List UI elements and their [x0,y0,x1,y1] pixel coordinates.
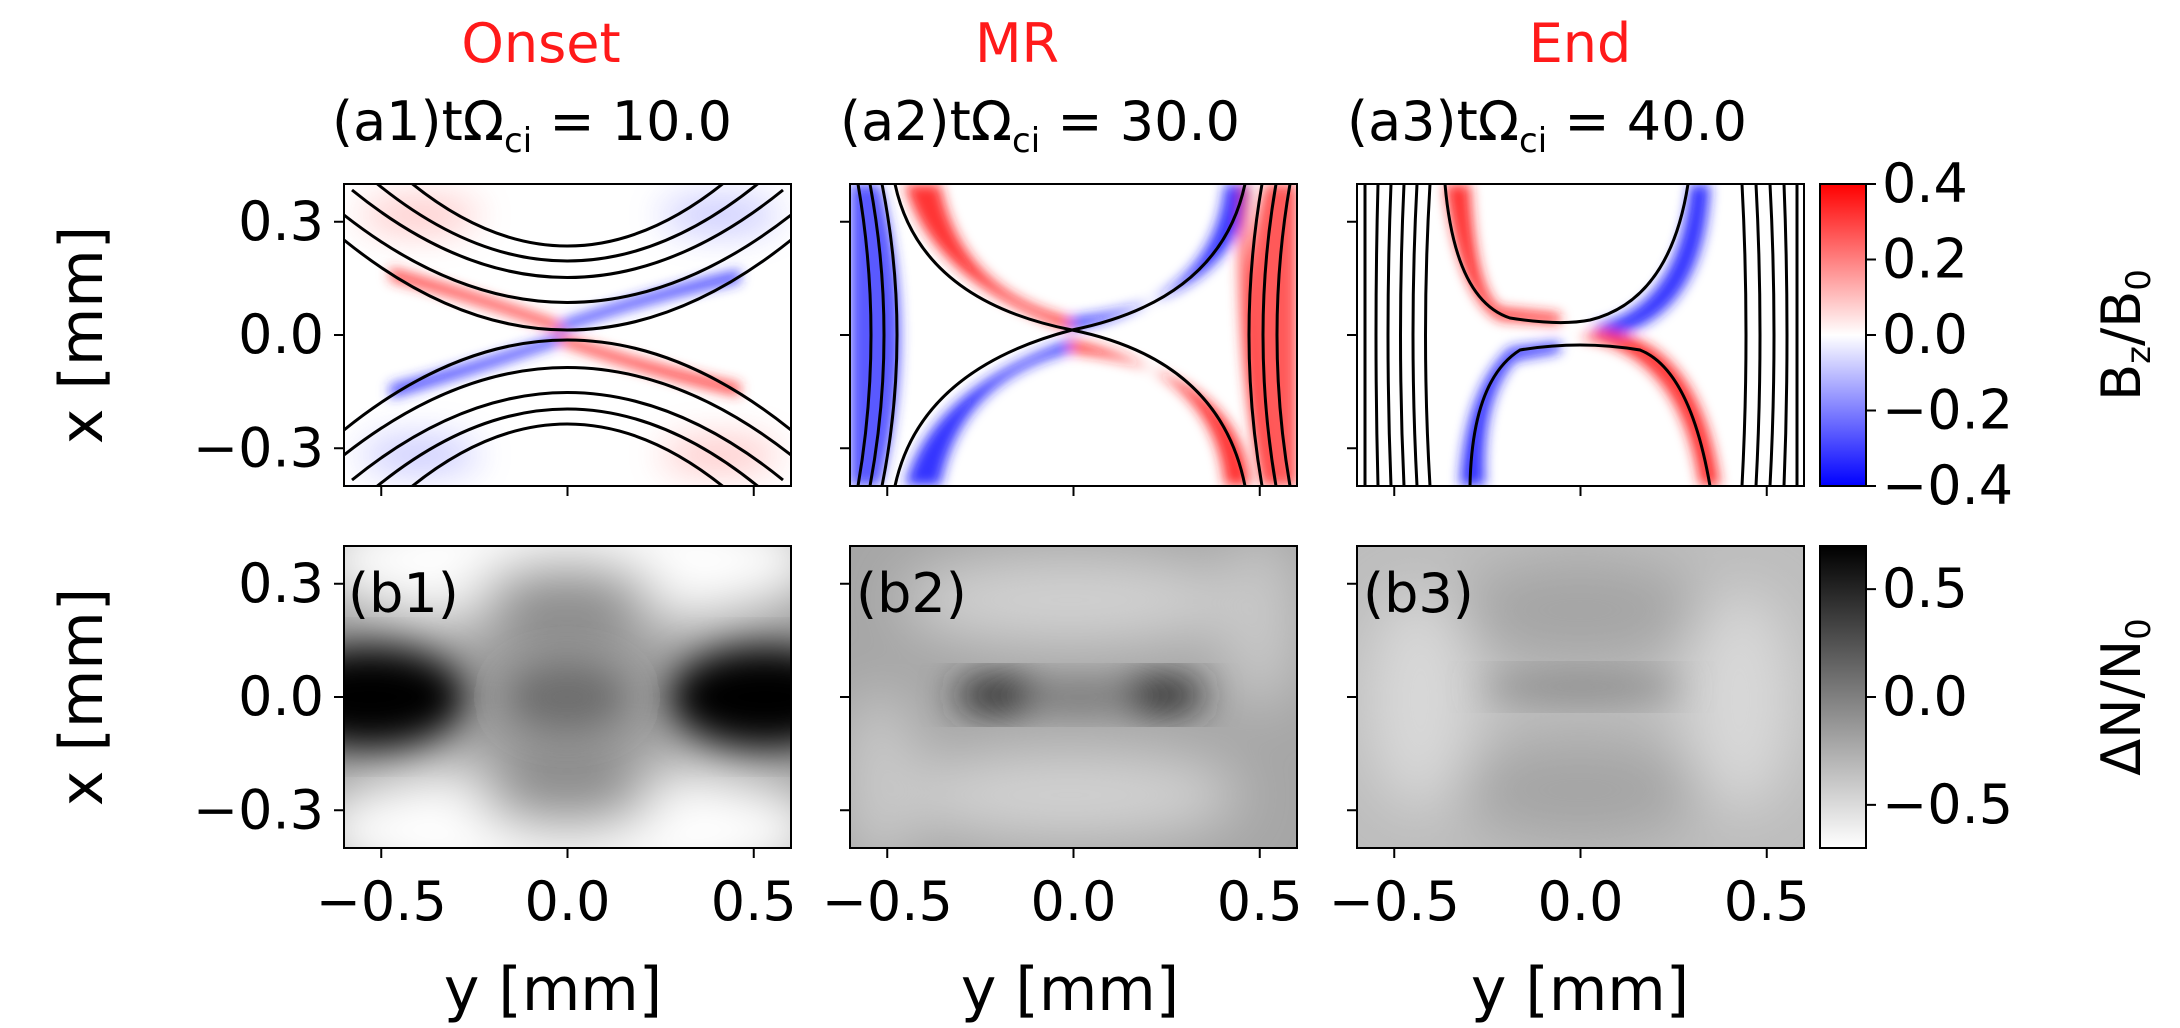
colorbar-tick-label: −0.2 [1882,379,2013,442]
colorbar-tick-label: 0.4 [1882,152,1968,215]
panel-a3 [1357,184,1804,486]
y-axis-label-bottom: x [mm] [47,588,117,806]
y-tick-label: 0.0 [238,303,324,366]
panel-b1 [344,546,791,848]
x-tick-label: −0.5 [1329,870,1460,933]
panel-b3 [1357,546,1804,848]
phase-label-onset: Onset [461,12,620,75]
colorbar-tick-label: −0.5 [1882,773,2013,836]
panel-label-b3: (b3) [1363,562,1474,625]
x-tick-label: 0.5 [1217,870,1303,933]
panel-label-b1: (b1) [348,562,459,625]
panel-label-b2: (b2) [856,562,967,625]
colorbar-tick-label: 0.5 [1882,557,1968,620]
colorbar-density [1819,545,1867,849]
y-tick-label: 0.0 [238,665,324,728]
column-headers: Onset MR End (a1)tΩci = 10.0 (a2)tΩci = … [332,12,1747,161]
x-tick-label: 0.0 [1538,870,1624,933]
x-axis-label-2: y [mm] [961,955,1179,1025]
colorbar-tick-label: 0.2 [1882,228,1968,291]
y-tick-label: 0.3 [238,190,324,253]
x-axis-label-1: y [mm] [444,955,662,1025]
panel-a1 [344,184,791,486]
panel-a2 [850,184,1297,486]
panel-title-a2: (a2)tΩci = 30.0 [840,90,1240,161]
x-tick-label: 0.5 [711,870,797,933]
phase-label-mr: MR [975,12,1059,75]
phase-label-end: End [1529,12,1632,75]
y-tick-label: −0.3 [193,778,324,841]
colorbar-bz [1819,183,1867,487]
panel-b2 [850,546,1297,848]
x-tick-label: 0.0 [525,870,611,933]
colorbar-tick-label: 0.0 [1882,303,1968,366]
colorbar-label-bz: Bz/B0 [2090,269,2159,401]
axes: 0.3 0.0 −0.3 −0.5 0.0 0.5 0.3 0.0 −0.3 −0.5 0.0 0.5… [193,183,1810,933]
y-axis-label-top: x [mm] [47,226,117,444]
x-axis-label-3: y [mm] [1471,955,1689,1025]
panel-title-a3: (a3)tΩci = 40.0 [1347,90,1747,161]
y-tick-label: 0.3 [238,552,324,615]
colorbar-ticks: 0.4 0.2 0.0 −0.2 −0.4 0.5 0.0 −0.5 [1866,152,2013,836]
colorbar-label-density: ΔN/N0 [2090,618,2159,776]
colorbar-tick-label: −0.4 [1882,454,2013,517]
x-tick-label: −0.5 [316,870,447,933]
colorbar-tick-label: 0.0 [1882,665,1968,728]
x-tick-label: 0.5 [1724,870,1810,933]
x-tick-label: −0.5 [822,870,953,933]
y-tick-label: −0.3 [193,416,324,479]
x-tick-label: 0.0 [1031,870,1117,933]
panel-title-a1: (a1)tΩci = 10.0 [332,90,732,161]
